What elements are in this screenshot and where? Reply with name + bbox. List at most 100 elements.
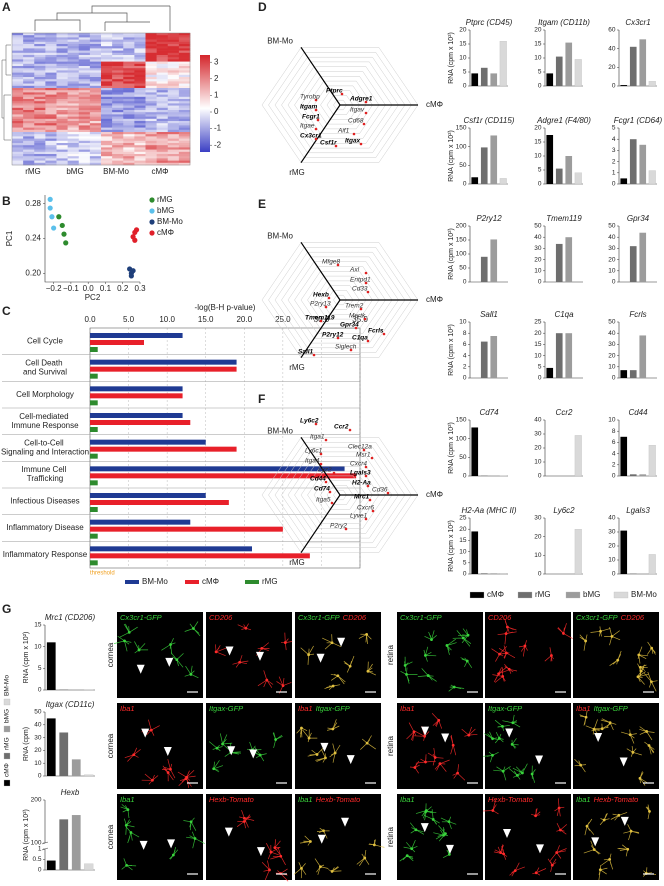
- heatmap-cell: [167, 127, 180, 131]
- legend-swatch: [613, 591, 629, 599]
- cell-process: [296, 727, 308, 738]
- heatmap-cell: [112, 90, 124, 93]
- radar-ring: [287, 66, 393, 144]
- cell-process: [493, 666, 509, 683]
- cell-body: [534, 814, 537, 818]
- heatmap-cell: [156, 88, 169, 91]
- heatmap-cell: [178, 99, 191, 102]
- heatmap-cell: [112, 70, 124, 73]
- cell-body: [579, 763, 583, 767]
- heatmap-cell: [178, 33, 191, 36]
- y-tick-label: 0: [463, 375, 467, 382]
- cell-process: [141, 719, 160, 736]
- gene-dot: [319, 462, 323, 466]
- heatmap-cell: [134, 118, 146, 122]
- y-axis-label: RNA (cpm x 10²): [23, 809, 30, 861]
- heatmap-cell: [167, 90, 180, 93]
- y-tick-label: 40: [608, 330, 616, 337]
- category-label: Inflammatory Response: [3, 550, 88, 559]
- heatmap-cell: [167, 44, 180, 47]
- y-tick-label: 20: [34, 747, 42, 754]
- radar-ring: [281, 61, 399, 149]
- bar: [490, 336, 498, 378]
- heatmap-cell: [178, 68, 191, 71]
- cell-process: [208, 741, 223, 752]
- bar: [574, 529, 582, 575]
- micrograph: [295, 703, 381, 789]
- heatmap-cell: [112, 127, 124, 131]
- heatmap-cell: [167, 140, 180, 144]
- cell-body: [447, 820, 451, 824]
- cell-process: [141, 773, 159, 785]
- heatmap-cell: [45, 154, 57, 157]
- radar-axis-label: BM-Mo: [267, 231, 293, 240]
- cell-body: [637, 653, 641, 657]
- heatmap-cell: [145, 151, 157, 155]
- heatmap-cell: [101, 121, 113, 124]
- cell-process: [256, 642, 270, 656]
- heatmap-cell: [101, 151, 113, 155]
- cell-process: [280, 632, 293, 651]
- legend-swatch: [3, 779, 11, 787]
- heatmap-cell: [89, 83, 102, 87]
- bar: [546, 73, 554, 86]
- micrograph: [206, 612, 292, 698]
- bar: [555, 168, 563, 184]
- gene-label: Msr1: [356, 452, 371, 459]
- heatmap-cell: [45, 112, 57, 115]
- bar: [499, 178, 507, 185]
- cell-body: [504, 651, 508, 655]
- heatmap-cell: [12, 101, 24, 104]
- y-tick-label: 30: [608, 341, 616, 348]
- gene-dot: [362, 448, 366, 452]
- heatmap-cell: [23, 59, 35, 62]
- y-tick-label: 0: [463, 473, 467, 480]
- heatmap-cell: [167, 138, 180, 142]
- cell-body: [166, 771, 170, 774]
- gene-dot: [366, 290, 370, 294]
- channel-label-part: Hexb-Tomato: [316, 795, 361, 804]
- arrowhead: [421, 726, 430, 736]
- heatmap-cell: [89, 88, 102, 91]
- heatmap-cell: [167, 59, 180, 62]
- heatmap-cell: [101, 68, 113, 71]
- heatmap-column-label: rMG: [25, 167, 41, 176]
- radar-ring: [320, 480, 360, 510]
- heatmap-cell: [123, 55, 135, 58]
- cell-process: [177, 770, 196, 788]
- gene-dot: [324, 305, 328, 309]
- cell-body: [151, 778, 154, 782]
- heatmap-cell: [167, 37, 180, 40]
- heatmap-cell: [56, 156, 68, 159]
- cell-process: [623, 824, 640, 841]
- radar-ring: [274, 446, 406, 544]
- heatmap-cell: [67, 79, 80, 82]
- heatmap-cell: [167, 79, 180, 82]
- heatmap-cell: [145, 103, 157, 106]
- channel-label-part: Cx3cr1-GFP: [400, 613, 442, 622]
- bar: [639, 144, 647, 184]
- cell-body: [648, 810, 651, 813]
- cell-body: [283, 641, 287, 644]
- heatmap-cell: [156, 74, 169, 78]
- y-axis-label: RNA (cpm x 10²): [448, 520, 455, 572]
- radar-ring: [281, 451, 399, 539]
- bar: [629, 46, 637, 86]
- heatmap-cell: [178, 101, 191, 104]
- heatmap-cell: [78, 136, 91, 139]
- bar: [90, 386, 183, 392]
- gene-dot: [364, 100, 368, 104]
- heatmap-cell: [123, 114, 135, 117]
- heatmap-cell: [89, 44, 102, 47]
- heatmap-cell: [101, 147, 113, 150]
- heatmap-cell: [123, 44, 135, 47]
- heatmap-cell: [67, 90, 80, 93]
- heatmap-cell: [45, 136, 57, 139]
- arrowhead: [165, 657, 174, 667]
- radar-ring: [261, 47, 419, 163]
- scatter-point: [49, 214, 55, 220]
- heatmap-cell: [134, 57, 146, 60]
- y-axis-label: RNA (cpm x 10²): [448, 422, 455, 474]
- gene-dot: [332, 471, 336, 475]
